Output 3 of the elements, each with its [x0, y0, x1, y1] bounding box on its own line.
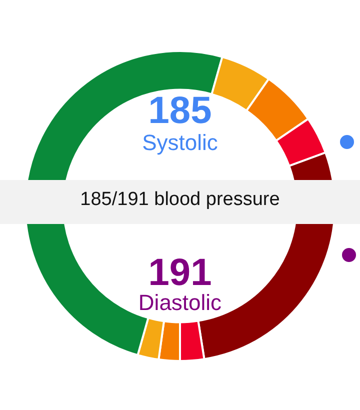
- text: 185/191 blood pressure: [79, 189, 281, 210]
- text: 185: [147, 90, 213, 132]
- text: Systolic: [141, 130, 219, 155]
